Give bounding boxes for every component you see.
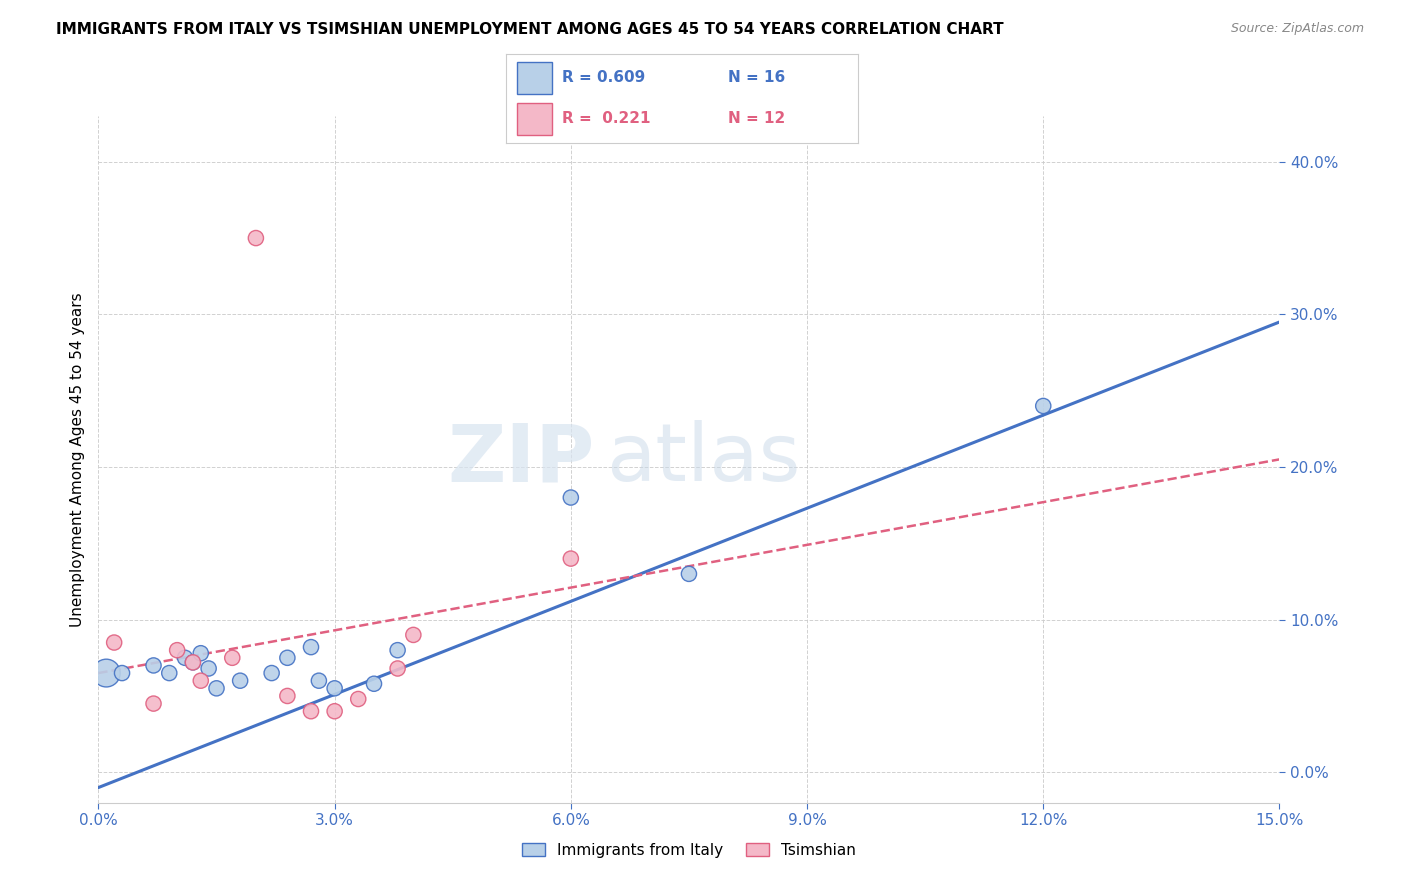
Point	[205, 681, 228, 696]
Point	[560, 551, 582, 566]
Text: N = 12: N = 12	[728, 112, 785, 126]
Point	[1032, 399, 1054, 413]
Point	[299, 640, 322, 654]
Point	[181, 656, 204, 670]
Text: R = 0.609: R = 0.609	[562, 70, 645, 85]
Text: N = 16: N = 16	[728, 70, 785, 85]
Point	[190, 646, 212, 660]
Point	[299, 704, 322, 718]
Point	[181, 656, 204, 670]
Point	[157, 666, 180, 681]
Bar	[517, 103, 551, 135]
Point	[166, 643, 188, 657]
Point	[363, 677, 385, 691]
Point	[245, 231, 267, 245]
Point	[276, 689, 298, 703]
Bar	[517, 62, 551, 94]
Point	[221, 650, 243, 665]
Y-axis label: Unemployment Among Ages 45 to 54 years: Unemployment Among Ages 45 to 54 years	[69, 292, 84, 627]
Point	[96, 666, 118, 681]
Point	[103, 635, 125, 649]
Point	[190, 673, 212, 688]
Point	[276, 650, 298, 665]
Point	[142, 697, 165, 711]
Point	[560, 491, 582, 505]
Text: atlas: atlas	[606, 420, 800, 499]
Text: IMMIGRANTS FROM ITALY VS TSIMSHIAN UNEMPLOYMENT AMONG AGES 45 TO 54 YEARS CORREL: IMMIGRANTS FROM ITALY VS TSIMSHIAN UNEMP…	[56, 22, 1004, 37]
Point	[402, 628, 425, 642]
Legend: Immigrants from Italy, Tsimshian: Immigrants from Italy, Tsimshian	[516, 837, 862, 863]
Point	[174, 650, 197, 665]
Point	[229, 673, 252, 688]
Point	[197, 661, 219, 675]
Point	[347, 692, 370, 706]
Point	[323, 681, 346, 696]
Text: Source: ZipAtlas.com: Source: ZipAtlas.com	[1230, 22, 1364, 36]
Point	[308, 673, 330, 688]
Point	[387, 643, 409, 657]
Point	[111, 666, 134, 681]
Text: R =  0.221: R = 0.221	[562, 112, 651, 126]
Point	[142, 658, 165, 673]
Point	[260, 666, 283, 681]
Point	[323, 704, 346, 718]
Text: ZIP: ZIP	[447, 420, 595, 499]
Point	[678, 566, 700, 581]
Point	[387, 661, 409, 675]
